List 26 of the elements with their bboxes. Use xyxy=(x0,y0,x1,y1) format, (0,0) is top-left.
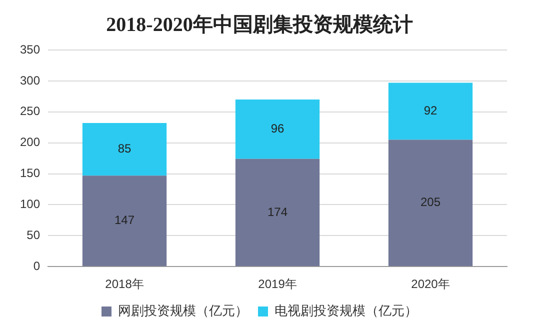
y-tick-label: 250 xyxy=(20,104,40,118)
y-tick-label: 50 xyxy=(26,228,40,242)
y-tick-label: 350 xyxy=(20,42,40,56)
data-label: 96 xyxy=(270,122,285,136)
y-tick-label: 150 xyxy=(20,166,40,180)
data-label: 85 xyxy=(118,142,132,156)
y-tick-label: 200 xyxy=(20,135,40,150)
data-label: 92 xyxy=(424,104,438,118)
bar xyxy=(235,100,320,159)
data-label: 205 xyxy=(420,195,441,210)
bar xyxy=(388,82,473,140)
legend-label: 电视剧投资规模（亿元） xyxy=(274,303,418,318)
y-tick-label: 300 xyxy=(20,73,40,88)
y-tick-label: 100 xyxy=(20,197,40,212)
bar xyxy=(82,176,167,266)
x-tick-label: 2018年 xyxy=(105,277,144,292)
legend-label: 网剧投资规模（亿元） xyxy=(118,303,248,318)
x-tick-label: 2020年 xyxy=(411,277,450,292)
data-label: 174 xyxy=(267,204,288,219)
data-label: 147 xyxy=(114,213,135,228)
chart-title: 2018-2020年中国剧集投资规模统计 xyxy=(106,13,413,36)
bar xyxy=(235,158,320,266)
bar xyxy=(82,123,167,176)
y-tick-label: 0 xyxy=(33,258,40,273)
x-tick-label: 2019年 xyxy=(258,277,297,292)
bar xyxy=(388,140,473,266)
